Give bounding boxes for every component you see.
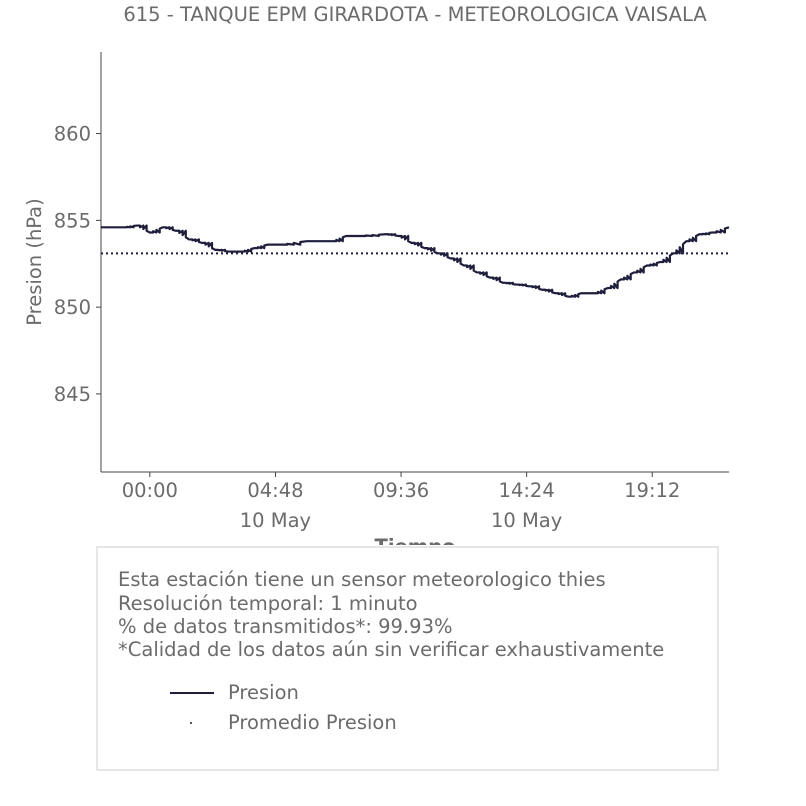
- x-tick-label: 04:48: [247, 479, 303, 502]
- x-tick-label: 19:12: [624, 479, 680, 502]
- pressure-chart: 615 - TANQUE EPM GIRARDOTA - METEOROLOGI…: [23, 3, 730, 545]
- y-tick-label: 855: [54, 209, 91, 232]
- x-ticks: 00:00 04:48 10 May 09:36 14:24 10 May 19:12: [122, 472, 680, 532]
- y-tick-label: 860: [54, 123, 91, 146]
- x-tick-label: 14:24: [499, 479, 555, 502]
- data-quality-note: *Calidad de los datos aún sin verificar …: [118, 638, 665, 661]
- x-tick-date-label: 10 May: [240, 509, 311, 532]
- y-tick-label: 845: [54, 383, 91, 406]
- chart-title: 615 - TANQUE EPM GIRARDOTA - METEOROLOGI…: [123, 3, 707, 26]
- series-layer: [101, 224, 730, 298]
- legend-swatch-presion: [170, 692, 214, 694]
- y-axis-label: Presion (hPa): [23, 198, 46, 325]
- data-transmitted-note: % de datos transmitidos*: 99.93%: [118, 615, 453, 638]
- x-tick-date-label: 10 May: [491, 509, 562, 532]
- x-tick-label: 09:36: [373, 479, 429, 502]
- y-ticks: 845 850 855 860: [54, 123, 101, 406]
- station-sensor-note: Esta estación tiene un sensor meteorolog…: [118, 568, 606, 591]
- y-tick-label: 850: [54, 296, 91, 319]
- temporal-resolution-note: Resolución temporal: 1 minuto: [118, 592, 418, 615]
- series-line-presion: [101, 224, 730, 298]
- info-box: Esta estación tiene un sensor meteorolog…: [96, 546, 719, 771]
- x-tick-label: 00:00: [122, 479, 178, 502]
- legend-swatch-promedio: [190, 722, 192, 724]
- legend-label-presion: Presion: [228, 681, 299, 704]
- legend-label-promedio: Promedio Presion: [228, 711, 397, 734]
- x-axis-label: Tiempo: [375, 535, 456, 545]
